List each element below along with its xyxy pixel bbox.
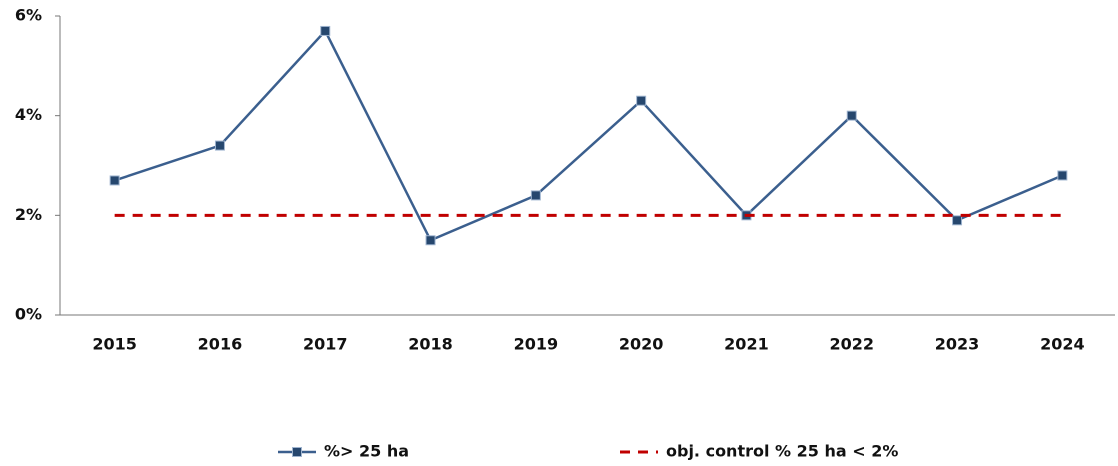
y-tick-label: 6%: [15, 6, 42, 25]
legend-label: obj. control % 25 ha < 2%: [666, 442, 898, 461]
marker: [425, 235, 436, 246]
y-tick-label: 4%: [15, 105, 42, 124]
x-tick-label: 2024: [1040, 335, 1085, 354]
x-tick-label: 2015: [92, 335, 137, 354]
x-tick-label: 2019: [514, 335, 559, 354]
x-tick-label: 2017: [303, 335, 348, 354]
marker: [952, 215, 963, 226]
series-line: [114, 28, 1063, 242]
x-tick-label: 2022: [829, 335, 874, 354]
x-tick-label: 2018: [408, 335, 453, 354]
x-tick-label: 2016: [198, 335, 243, 354]
marker: [636, 95, 647, 106]
marker: [1057, 170, 1068, 181]
legend-label: %> 25 ha: [324, 442, 409, 461]
legend-marker: [292, 447, 302, 457]
marker: [214, 140, 225, 151]
y-tick-label: 2%: [15, 205, 42, 224]
marker: [320, 25, 331, 36]
x-tick-label: 2021: [724, 335, 769, 354]
x-tick-label: 2020: [619, 335, 664, 354]
x-tick-label: 2023: [935, 335, 980, 354]
marker: [846, 110, 857, 121]
y-tick-label: 0%: [15, 305, 42, 324]
marker: [530, 190, 541, 201]
marker: [109, 175, 120, 186]
